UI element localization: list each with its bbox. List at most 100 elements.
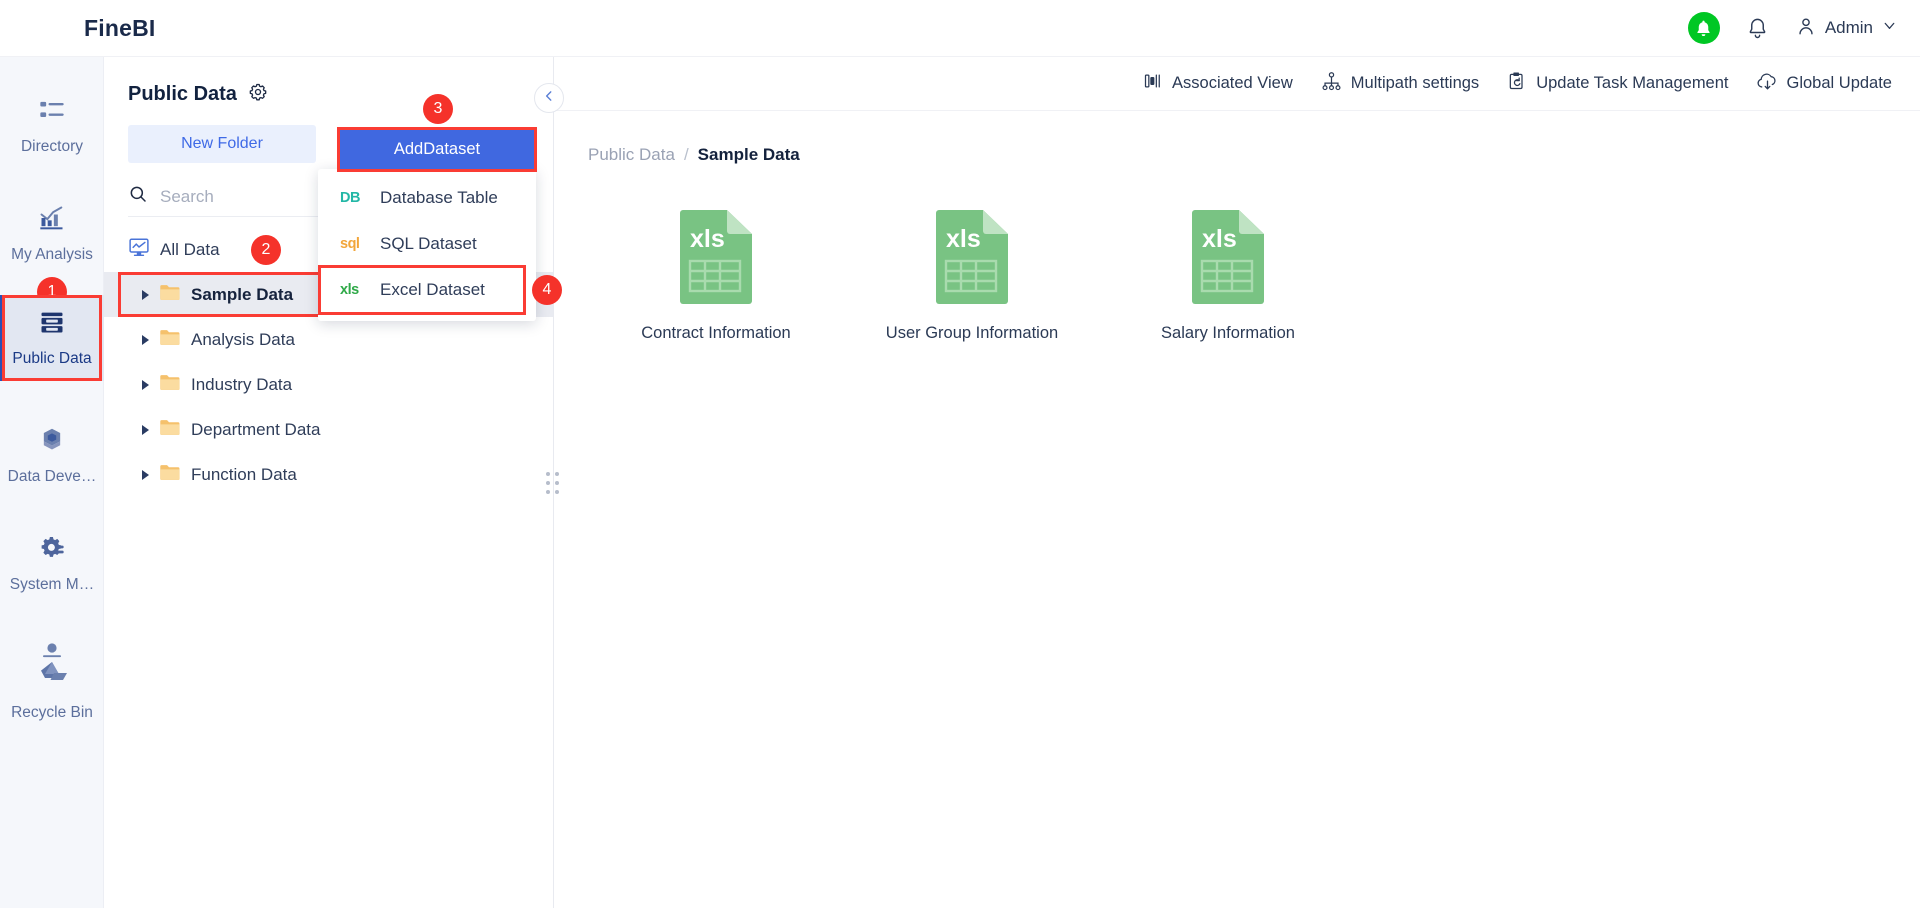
- tree-item-label: Department Data: [191, 419, 321, 439]
- svg-text:xls: xls: [690, 225, 725, 253]
- bell-icon[interactable]: [1746, 17, 1769, 40]
- xls-file-icon: xls: [934, 209, 1010, 310]
- dataset-card-label: User Group Information: [885, 324, 1059, 342]
- sidebar-item-label: Directory: [20, 138, 83, 155]
- top-header: FineBI: [0, 0, 1920, 57]
- menu-item-label: SQL Dataset: [380, 234, 477, 253]
- menu-item-database-table[interactable]: DB Database Table: [318, 175, 536, 221]
- toolbar-item-label: Update Task Management: [1536, 74, 1729, 92]
- list-icon: [38, 96, 66, 129]
- sidebar-item-label: My Analysis: [11, 246, 93, 263]
- sidebar-item-system-management[interactable]: System M…: [0, 521, 104, 607]
- add-dataset-dropdown: 3 AddDataset DB Database Table sql SQL D…: [318, 94, 562, 321]
- page-title: Public Data: [128, 83, 237, 105]
- gear-list-icon: [38, 534, 66, 567]
- folder-icon: [159, 418, 181, 442]
- folder-icon: [159, 283, 181, 307]
- add-dataset-menu: DB Database Table sql SQL Dataset xls Ex…: [318, 169, 562, 321]
- dataset-card[interactable]: xls Contract Information: [588, 201, 844, 343]
- new-folder-button[interactable]: New Folder: [128, 125, 316, 163]
- breadcrumb: Public Data / Sample Data: [554, 111, 1920, 165]
- recycle-bin-icon: [34, 640, 70, 695]
- tree-item-label: Function Data: [191, 464, 297, 484]
- xls-icon: xls: [340, 282, 359, 298]
- sql-icon: sql: [340, 236, 360, 252]
- database-icon: [38, 308, 66, 341]
- main-content: Associated View Multipath settings: [554, 57, 1920, 908]
- sidebar-item-label: Public Data: [12, 350, 92, 367]
- breadcrumb-separator: /: [683, 145, 689, 164]
- toolbar-associated-view[interactable]: Associated View: [1143, 71, 1293, 96]
- toolbar-multipath-settings[interactable]: Multipath settings: [1321, 71, 1479, 97]
- toolbar-global-update[interactable]: Global Update: [1757, 71, 1893, 97]
- breadcrumb-current: Sample Data: [697, 145, 800, 164]
- sidebar-item-my-analysis[interactable]: My Analysis: [0, 191, 104, 277]
- db-icon: DB: [340, 190, 360, 206]
- user-name-label: Admin: [1824, 18, 1873, 37]
- cube-icon: [38, 426, 66, 459]
- tree-item-department-data[interactable]: Department Data: [104, 407, 553, 452]
- app-brand: FineBI: [84, 14, 156, 41]
- dataset-card[interactable]: xls Salary Information: [1100, 201, 1356, 343]
- dataset-card-label: Contract Information: [641, 324, 791, 342]
- left-nav-rail: Directory My Analysis 1: [0, 57, 104, 908]
- menu-item-label: Database Table: [380, 188, 498, 207]
- tree-item-function-data[interactable]: Function Data: [104, 452, 553, 497]
- clipboard-refresh-icon: [1507, 71, 1527, 96]
- caret-right-icon[interactable]: [142, 469, 149, 480]
- tree-item-label: Industry Data: [191, 374, 293, 394]
- monitor-chart-icon: [128, 236, 150, 263]
- tree-item-label: All Data: [160, 239, 220, 259]
- tree-item-label: Analysis Data: [191, 329, 295, 349]
- add-dataset-button[interactable]: AddDataset: [340, 130, 534, 169]
- bell-filled-icon[interactable]: [1687, 12, 1720, 44]
- breadcrumb-root[interactable]: Public Data: [588, 145, 675, 164]
- toolbar-update-task-management[interactable]: Update Task Management: [1507, 71, 1729, 96]
- header-actions: Admin: [1687, 12, 1898, 44]
- xls-file-icon: xls: [1190, 209, 1266, 310]
- sidebar-item-label: Data Deve…: [7, 468, 97, 485]
- search-icon: [128, 184, 148, 209]
- menu-item-label: Excel Dataset: [380, 280, 485, 299]
- chevron-down-icon: [1881, 17, 1898, 39]
- tree-item-all-data[interactable]: All Data 2: [104, 227, 553, 272]
- caret-right-icon[interactable]: [142, 379, 149, 390]
- multipath-icon: [1321, 71, 1342, 97]
- sidebar-item-public-data[interactable]: Public Data: [0, 295, 104, 381]
- dataset-card[interactable]: xls User Group Information: [844, 201, 1100, 343]
- user-icon: [1795, 15, 1817, 42]
- sidebar-item-label: Recycle Bin: [11, 704, 93, 721]
- toolbar-item-label: Multipath settings: [1350, 74, 1480, 92]
- folder-icon: [159, 373, 181, 397]
- collapse-panel-button[interactable]: [534, 83, 564, 113]
- menu-item-sql-dataset[interactable]: sql SQL Dataset: [318, 221, 536, 267]
- toolbar-item-label: Global Update: [1786, 74, 1893, 92]
- folder-icon: [159, 328, 181, 352]
- xls-file-icon: xls: [678, 209, 754, 310]
- chart-icon: [38, 204, 66, 237]
- sidebar-item-data-development[interactable]: Data Deve…: [0, 413, 104, 499]
- tree-item-analysis-data[interactable]: Analysis Data: [104, 317, 553, 362]
- associated-view-icon: [1143, 71, 1163, 96]
- caret-right-icon[interactable]: [142, 424, 149, 435]
- annotation-badge-4: 4: [532, 275, 562, 305]
- sidebar-item-label: System M…: [9, 576, 95, 593]
- chevron-left-icon: [542, 89, 556, 108]
- drag-dots-icon[interactable]: [546, 472, 560, 496]
- sidebar-item-recycle-bin[interactable]: Recycle Bin: [0, 629, 104, 733]
- sidebar-item-directory[interactable]: Directory: [0, 83, 104, 169]
- user-menu[interactable]: Admin: [1795, 15, 1898, 42]
- svg-text:xls: xls: [946, 225, 981, 253]
- tree-header: Public Data: [104, 57, 553, 107]
- dataset-card-grid: xls Contract Information: [554, 165, 1920, 343]
- menu-item-excel-dataset[interactable]: xls Excel Dataset 4: [318, 265, 562, 315]
- annotation-badge-3: 3: [423, 94, 453, 124]
- tree-item-label: Sample Data: [191, 284, 294, 304]
- tree-item-industry-data[interactable]: Industry Data: [104, 362, 553, 407]
- caret-right-icon[interactable]: [142, 289, 149, 300]
- folder-icon: [159, 463, 181, 487]
- main-toolbar: Associated View Multipath settings: [554, 57, 1920, 111]
- caret-right-icon[interactable]: [142, 334, 149, 345]
- gear-icon[interactable]: [248, 82, 268, 107]
